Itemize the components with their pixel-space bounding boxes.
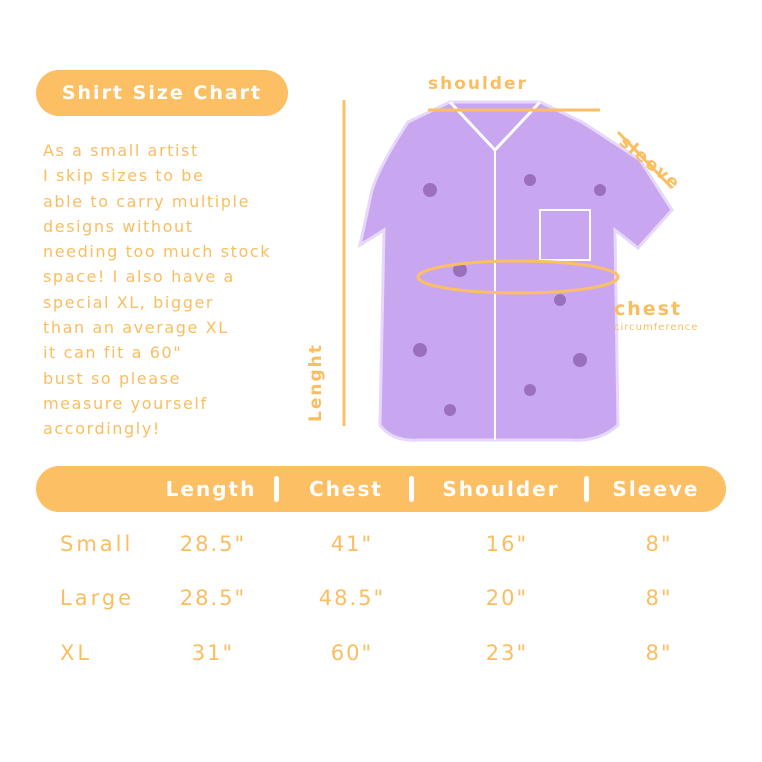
divider: [409, 476, 414, 502]
divider: [584, 476, 589, 502]
value-sleeve: 8": [645, 641, 673, 665]
shirt-illustration: [342, 100, 674, 442]
table-header: Length Chest Shoulder Sleeve: [36, 466, 726, 512]
sleeve-line: [616, 130, 674, 190]
length-label: Lenght: [306, 343, 326, 422]
value-length: 28.5": [179, 586, 247, 610]
header-chest: Chest: [309, 477, 383, 501]
value-shoulder: 16": [485, 532, 529, 556]
value-length: 31": [191, 641, 235, 665]
divider: [274, 476, 279, 502]
value-chest: 60": [330, 641, 374, 665]
header-sleeve: Sleeve: [612, 477, 700, 501]
value-length: 28.5": [179, 532, 247, 556]
header-shoulder: Shoulder: [442, 477, 560, 501]
size-label: XL: [60, 641, 93, 665]
value-chest: 48.5": [318, 586, 386, 610]
shirt-body: [357, 100, 674, 442]
chest-sublabel: circumference: [614, 322, 699, 333]
size-label: Large: [60, 586, 135, 610]
size-label: Small: [60, 532, 134, 556]
value-chest: 41": [330, 532, 374, 556]
value-shoulder: 20": [485, 586, 529, 610]
description-text: As a small artist I skip sizes to be abl…: [43, 141, 272, 439]
shoulder-label: shoulder: [428, 74, 528, 94]
value-sleeve: 8": [645, 586, 673, 610]
header-length: Length: [165, 477, 257, 501]
value-sleeve: 8": [645, 532, 673, 556]
value-shoulder: 23": [485, 641, 529, 665]
chest-ellipse: [416, 259, 620, 295]
chest-label: chest: [614, 298, 683, 320]
page-title: Shirt Size Chart: [36, 70, 288, 116]
